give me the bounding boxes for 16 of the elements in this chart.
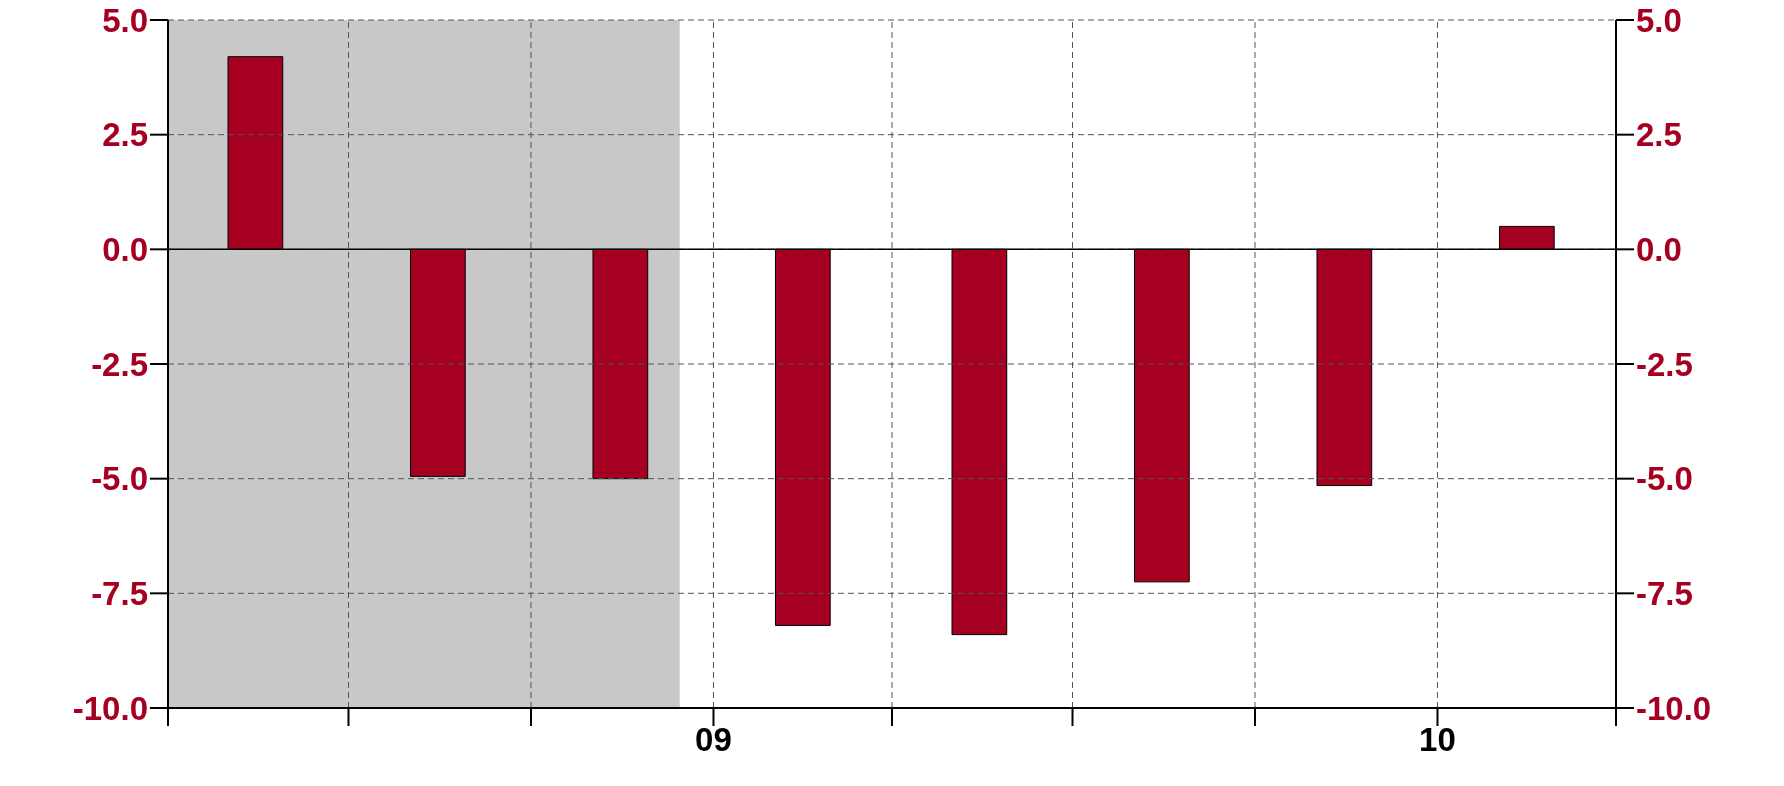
y2-tick-label: -2.5 — [1636, 345, 1693, 383]
y2-tick-label: 0.0 — [1636, 231, 1682, 269]
y-tick-label: -7.5 — [91, 575, 148, 613]
y-tick-label: -5.0 — [91, 460, 148, 498]
y-tick-label: 5.0 — [102, 1, 148, 39]
y2-tick-label: -10.0 — [1636, 689, 1712, 727]
y-tick-label: 2.5 — [102, 116, 148, 154]
y2-tick-label: 2.5 — [1636, 116, 1682, 154]
x-tick-label: 09 — [695, 721, 732, 759]
y2-tick-label: 5.0 — [1636, 1, 1682, 39]
y2-tick-label: -5.0 — [1636, 460, 1693, 498]
y2-tick-label: -7.5 — [1636, 575, 1693, 613]
x-tick-label: 10 — [1419, 721, 1456, 759]
y-tick-label: 0.0 — [102, 231, 148, 269]
y-tick-label: -10.0 — [72, 689, 148, 727]
y-tick-label: -2.5 — [91, 345, 148, 383]
